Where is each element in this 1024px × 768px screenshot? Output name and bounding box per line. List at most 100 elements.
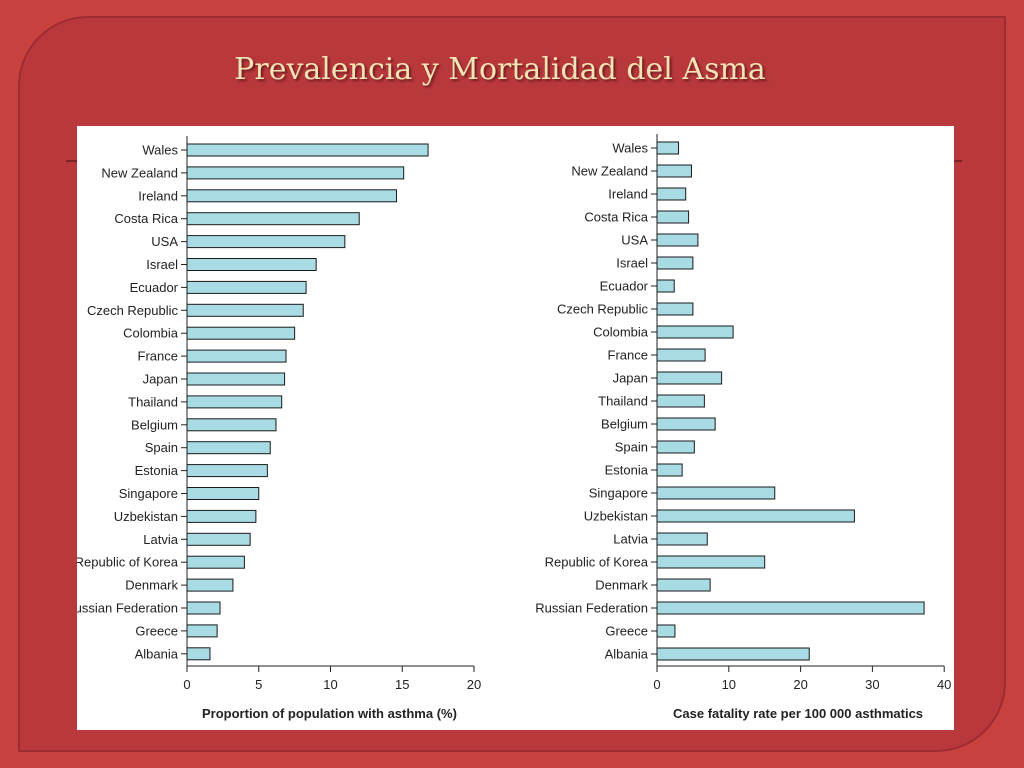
fatality-category-label: Colombia — [593, 325, 649, 340]
prevalence-category-label: Russian Federation — [77, 601, 178, 616]
fatality-bar — [656, 509, 855, 523]
charts-canvas: 0 5 10 15 20 Wales New Zealand Ireland Costa Ric… — [77, 134, 951, 721]
prevalence-bar — [186, 143, 429, 157]
fatality-bar — [656, 624, 676, 638]
fatality-x-axis-title: Case fatality rate per 100 000 asthmatic… — [673, 706, 923, 721]
fatality-category-label: Denmark — [595, 578, 648, 593]
fatality-bar — [656, 647, 810, 661]
fatality-bar — [656, 486, 776, 500]
prevalence-bar — [186, 647, 211, 661]
fatality-bar — [656, 302, 694, 316]
fatality-category-label: Latvia — [613, 532, 648, 547]
prevalence-bar — [186, 189, 398, 203]
prevalence-x-tick-label: 15 — [395, 677, 409, 692]
prevalence-x-tick-label: 5 — [255, 677, 262, 692]
prevalence-category-label: Ecuador — [130, 280, 179, 295]
prevalence-category-label: Estonia — [135, 463, 179, 478]
prevalence-bar — [186, 349, 287, 363]
fatality-bar — [656, 417, 716, 431]
fatality-category-label: Japan — [613, 371, 648, 386]
fatality-bar — [656, 233, 699, 247]
prevalence-category-label: Albania — [135, 646, 179, 661]
fatality-x-tick-label: 40 — [937, 677, 951, 692]
prevalence-x-tick-label: 0 — [183, 677, 190, 692]
fatality-bar — [656, 394, 705, 408]
fatality-category-label: Uzbekistan — [584, 509, 648, 524]
fatality-category-label: Republic of Korea — [545, 555, 649, 570]
fatality-category-label: France — [608, 348, 648, 363]
prevalence-bar — [186, 624, 218, 638]
fatality-category-label: Thailand — [598, 394, 648, 409]
fatality-category-label: Czech Republic — [557, 302, 649, 317]
fatality-x-tick-label: 20 — [793, 677, 807, 692]
prevalence-category-label: Israel — [146, 257, 178, 272]
prevalence-category-label: Belgium — [131, 417, 178, 432]
fatality-bar — [656, 555, 766, 569]
prevalence-category-label: Colombia — [123, 326, 179, 341]
fatality-bar — [656, 279, 675, 293]
prevalence-bar — [186, 601, 221, 615]
fatality-category-label: Wales — [612, 141, 648, 156]
prevalence-bar — [186, 280, 307, 294]
fatality-category-label: Albania — [605, 647, 649, 662]
fatality-category-label: Spain — [615, 440, 648, 455]
fatality-category-label: Belgium — [601, 417, 648, 432]
fatality-bar — [656, 440, 695, 454]
prevalence-category-label: Spain — [145, 440, 178, 455]
prevalence-bar — [186, 441, 271, 455]
fatality-bar — [656, 325, 734, 339]
prevalence-category-label: Republic of Korea — [77, 555, 179, 570]
fatality-category-label: Singapore — [589, 486, 648, 501]
fatality-category-label: New Zealand — [571, 164, 648, 179]
fatality-bar — [656, 463, 683, 477]
fatality-category-label: Ireland — [608, 187, 648, 202]
prevalence-bar — [186, 372, 286, 386]
prevalence-x-axis-title: Proportion of population with asthma (%) — [202, 706, 457, 721]
prevalence-category-label: Greece — [135, 623, 178, 638]
fatality-bar — [656, 532, 708, 546]
prevalence-bar — [186, 395, 283, 409]
fatality-category-label: Estonia — [605, 463, 649, 478]
fatality-bar — [656, 210, 690, 224]
prevalence-x-tick-label: 20 — [467, 677, 481, 692]
fatality-bar — [656, 164, 692, 178]
prevalence-bar — [186, 258, 317, 271]
fatality-bar — [656, 256, 694, 270]
fatality-bar — [656, 187, 687, 201]
prevalence-category-label: Thailand — [128, 394, 178, 409]
fatality-x-tick-label: 30 — [865, 677, 879, 692]
prevalence-category-label: Ireland — [138, 188, 178, 203]
prevalence-bar — [186, 532, 251, 546]
chart-figure: 0 5 10 15 20 Wales New Zealand Ireland Costa Ric… — [77, 126, 954, 730]
prevalence-category-label: Singapore — [119, 486, 178, 501]
fatality-x-tick-label: 0 — [653, 677, 660, 692]
prevalence-bar — [186, 166, 405, 180]
prevalence-category-label: Costa Rica — [114, 211, 178, 226]
fatality-x-tick-label: 10 — [722, 677, 736, 692]
fatality-category-label: Costa Rica — [584, 210, 648, 225]
fatality-bar — [656, 601, 925, 615]
prevalence-bar — [186, 509, 257, 523]
prevalence-category-label: Japan — [143, 372, 178, 387]
prevalence-bar — [186, 303, 304, 317]
prevalence-bar — [186, 487, 260, 500]
prevalence-category-label: Wales — [142, 143, 178, 158]
prevalence-category-label: France — [138, 349, 178, 364]
fatality-bar — [656, 371, 723, 385]
slide-title: Prevalencia y Mortalidad del Asma — [234, 52, 766, 87]
prevalence-category-label: Denmark — [125, 578, 178, 593]
fatality-category-label: Israel — [616, 256, 648, 271]
prevalence-bar — [186, 235, 346, 249]
fatality-category-label: Ecuador — [600, 279, 649, 294]
fatality-category-label: Russian Federation — [535, 601, 648, 616]
prevalence-category-label: Uzbekistan — [114, 509, 178, 524]
fatality-category-label: USA — [621, 233, 648, 248]
prevalence-bar — [186, 326, 296, 340]
prevalence-category-label: New Zealand — [101, 165, 178, 180]
prevalence-x-tick-label: 10 — [323, 677, 337, 692]
prevalence-category-label: USA — [151, 234, 178, 249]
prevalence-bar — [186, 212, 360, 226]
prevalence-bar — [186, 555, 245, 569]
prevalence-bar — [186, 578, 234, 592]
prevalence-category-label: Latvia — [143, 532, 178, 547]
